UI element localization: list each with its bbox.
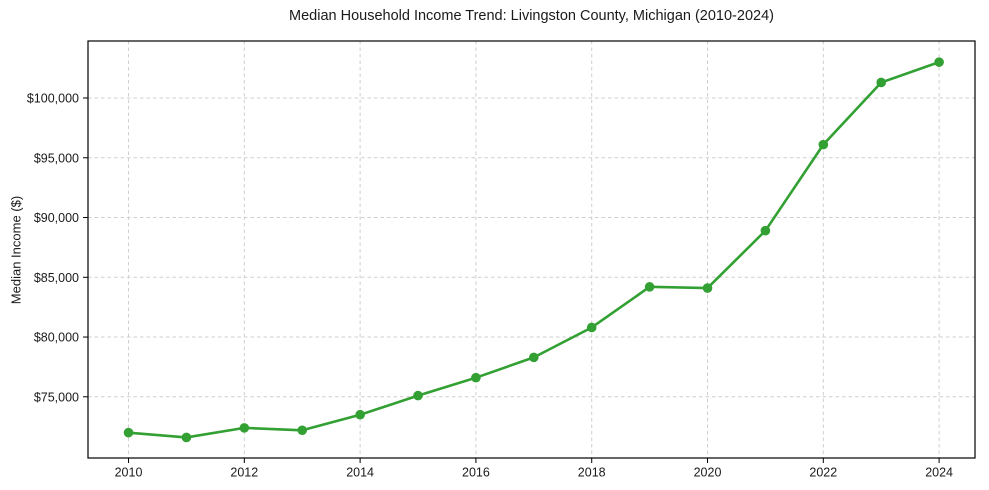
x-tick-label: 2018 (578, 466, 606, 480)
data-point (297, 425, 308, 436)
data-point (471, 372, 481, 383)
data-point (876, 77, 887, 88)
data-point (644, 282, 655, 292)
data-point (355, 409, 365, 420)
x-tick-label: 2022 (809, 466, 837, 480)
x-tick-label: 2020 (694, 466, 722, 480)
plot-border (87, 40, 976, 459)
x-tick-label: 2014 (346, 466, 374, 480)
data-point (818, 139, 829, 150)
data-point (239, 423, 250, 433)
data-point (702, 283, 713, 293)
trend-line (127, 60, 941, 439)
y-tick-label: $75,000 (34, 390, 79, 404)
x-tick-label: 2024 (925, 466, 953, 480)
y-tick-label: $100,000 (27, 92, 79, 106)
y-tick-label: $95,000 (34, 151, 79, 165)
data-point (529, 352, 539, 363)
y-tick-label: $85,000 (34, 271, 79, 285)
x-tick-label: 2010 (115, 466, 143, 480)
x-tick-label: 2012 (230, 466, 258, 480)
data-point (586, 322, 597, 333)
y-tick-label: $80,000 (34, 331, 79, 345)
chart-title: Median Household Income Trend: Livingsto… (289, 8, 774, 24)
data-point (934, 57, 944, 67)
data-point (760, 225, 771, 236)
data-point (181, 432, 192, 443)
x-tick-label: 2016 (462, 466, 490, 480)
data-point (123, 427, 134, 438)
y-tick-label: $90,000 (34, 211, 79, 225)
data-point (413, 390, 423, 401)
